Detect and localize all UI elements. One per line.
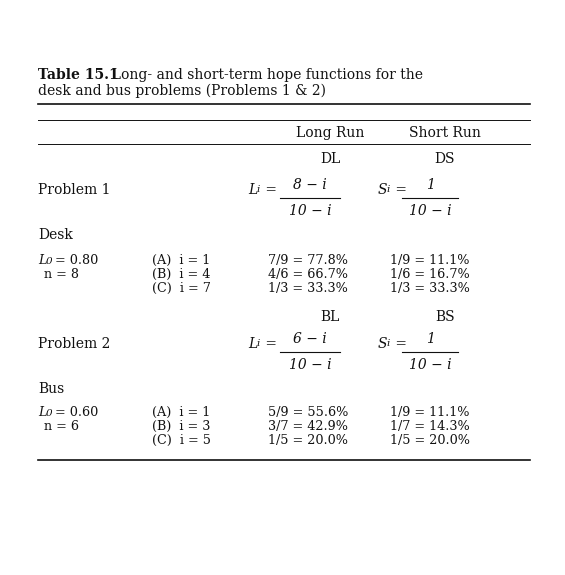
Text: (B)  i = 3: (B) i = 3: [152, 420, 210, 433]
Text: 7/9 = 77.8%: 7/9 = 77.8%: [268, 254, 348, 267]
Text: n = 8: n = 8: [44, 268, 79, 281]
Text: (A)  i = 1: (A) i = 1: [152, 406, 210, 419]
Text: =: =: [391, 183, 407, 197]
Text: L: L: [38, 254, 46, 267]
Text: i: i: [256, 186, 259, 194]
Text: = 0.80: = 0.80: [51, 254, 98, 267]
Text: Long- and short-term hope functions for the: Long- and short-term hope functions for …: [103, 68, 423, 82]
Text: (B)  i = 4: (B) i = 4: [152, 268, 210, 281]
Text: =: =: [261, 183, 277, 197]
Text: Problem 2: Problem 2: [38, 337, 110, 351]
Text: 10 − i: 10 − i: [289, 204, 331, 218]
Text: 0: 0: [46, 257, 53, 266]
Text: 5/9 = 55.6%: 5/9 = 55.6%: [268, 406, 349, 419]
Text: S: S: [378, 183, 388, 197]
Text: desk and bus problems (Problems 1 & 2): desk and bus problems (Problems 1 & 2): [38, 84, 326, 98]
Text: (A)  i = 1: (A) i = 1: [152, 254, 210, 267]
Text: S: S: [378, 337, 388, 351]
Text: 1: 1: [425, 178, 434, 192]
Text: 1/5 = 20.0%: 1/5 = 20.0%: [390, 434, 470, 447]
Text: Long Run: Long Run: [296, 126, 364, 140]
Text: 3/7 = 42.9%: 3/7 = 42.9%: [268, 420, 348, 433]
Text: Short Run: Short Run: [409, 126, 481, 140]
Text: i: i: [386, 186, 389, 194]
Text: i: i: [386, 339, 389, 348]
Text: Table 15.1: Table 15.1: [38, 68, 119, 82]
Text: 0: 0: [46, 409, 53, 418]
Text: 1/6 = 16.7%: 1/6 = 16.7%: [390, 268, 470, 281]
Text: 10 − i: 10 − i: [289, 358, 331, 372]
Text: 1/9 = 11.1%: 1/9 = 11.1%: [390, 406, 470, 419]
Text: 1: 1: [425, 332, 434, 346]
Text: L: L: [248, 337, 257, 351]
Text: DS: DS: [434, 152, 455, 166]
Text: 1/3 = 33.3%: 1/3 = 33.3%: [268, 282, 348, 295]
Text: =: =: [261, 337, 277, 351]
Text: L: L: [248, 183, 257, 197]
Text: = 0.60: = 0.60: [51, 406, 98, 419]
Text: Desk: Desk: [38, 228, 73, 242]
Text: DL: DL: [320, 152, 340, 166]
Text: (C)  i = 7: (C) i = 7: [152, 282, 211, 295]
Text: Bus: Bus: [38, 382, 64, 396]
Text: (C)  i = 5: (C) i = 5: [152, 434, 211, 447]
Text: i: i: [256, 339, 259, 348]
Text: n = 6: n = 6: [44, 420, 79, 433]
Text: L: L: [38, 406, 46, 419]
Text: 10 − i: 10 − i: [408, 204, 451, 218]
Text: Problem 1: Problem 1: [38, 183, 111, 197]
Text: 1/5 = 20.0%: 1/5 = 20.0%: [268, 434, 348, 447]
Text: 1/9 = 11.1%: 1/9 = 11.1%: [390, 254, 470, 267]
Text: BS: BS: [435, 310, 455, 324]
Text: 1/7 = 14.3%: 1/7 = 14.3%: [390, 420, 470, 433]
Text: =: =: [391, 337, 407, 351]
Text: 8 − i: 8 − i: [293, 178, 327, 192]
Text: 6 − i: 6 − i: [293, 332, 327, 346]
Text: 10 − i: 10 − i: [408, 358, 451, 372]
Text: 4/6 = 66.7%: 4/6 = 66.7%: [268, 268, 348, 281]
Text: BL: BL: [320, 310, 340, 324]
Text: 1/3 = 33.3%: 1/3 = 33.3%: [390, 282, 470, 295]
